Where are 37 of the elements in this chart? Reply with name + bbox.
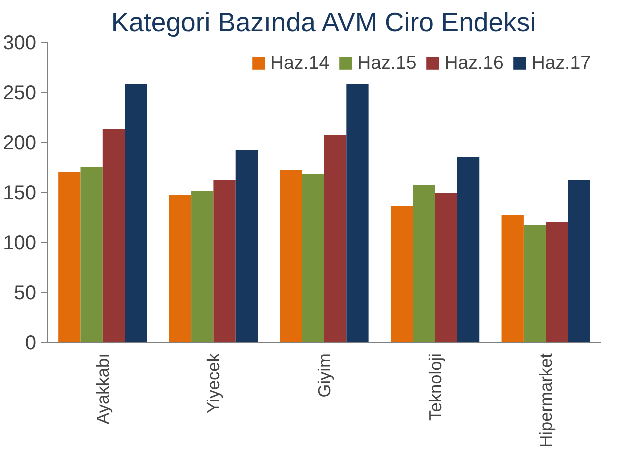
legend-label: Haz.15 bbox=[358, 52, 417, 74]
bar bbox=[125, 84, 148, 342]
bar bbox=[80, 168, 103, 342]
bar bbox=[457, 158, 480, 342]
bar bbox=[102, 130, 126, 342]
bar bbox=[502, 216, 524, 342]
bar bbox=[236, 150, 258, 342]
bar bbox=[324, 136, 347, 342]
bar bbox=[568, 180, 590, 342]
x-tick-label: Giyim bbox=[314, 353, 334, 398]
legend-label: Haz.16 bbox=[444, 52, 504, 74]
x-tick-label: Teknoloji bbox=[425, 353, 446, 421]
y-tick-label: 300 bbox=[3, 32, 37, 54]
bar bbox=[169, 196, 192, 342]
bar bbox=[302, 174, 324, 342]
legend-label: Haz.17 bbox=[532, 52, 591, 74]
y-tick-label: 100 bbox=[3, 232, 37, 254]
y-tick-label: 0 bbox=[25, 332, 36, 354]
bar bbox=[413, 186, 436, 342]
y-tick-label: 200 bbox=[3, 132, 37, 154]
bar bbox=[390, 206, 414, 342]
bar bbox=[192, 192, 214, 342]
y-tick-label: 50 bbox=[14, 282, 37, 304]
chart-title: Kategori Bazında AVM Ciro Endeksi bbox=[111, 8, 536, 38]
x-tick-label: Yiyecek bbox=[204, 353, 224, 414]
y-tick-label: 150 bbox=[3, 182, 37, 204]
bar bbox=[280, 170, 302, 342]
bar bbox=[524, 226, 546, 342]
bar bbox=[546, 222, 568, 342]
bar bbox=[58, 172, 81, 342]
bar bbox=[346, 84, 369, 342]
x-tick-label: Hipermarket bbox=[536, 353, 556, 448]
y-tick-label: 250 bbox=[3, 82, 37, 104]
bar bbox=[435, 194, 458, 342]
x-tick-label: Ayakkabı bbox=[92, 353, 113, 424]
legend-label: Haz.14 bbox=[270, 52, 330, 74]
bar bbox=[214, 180, 236, 342]
